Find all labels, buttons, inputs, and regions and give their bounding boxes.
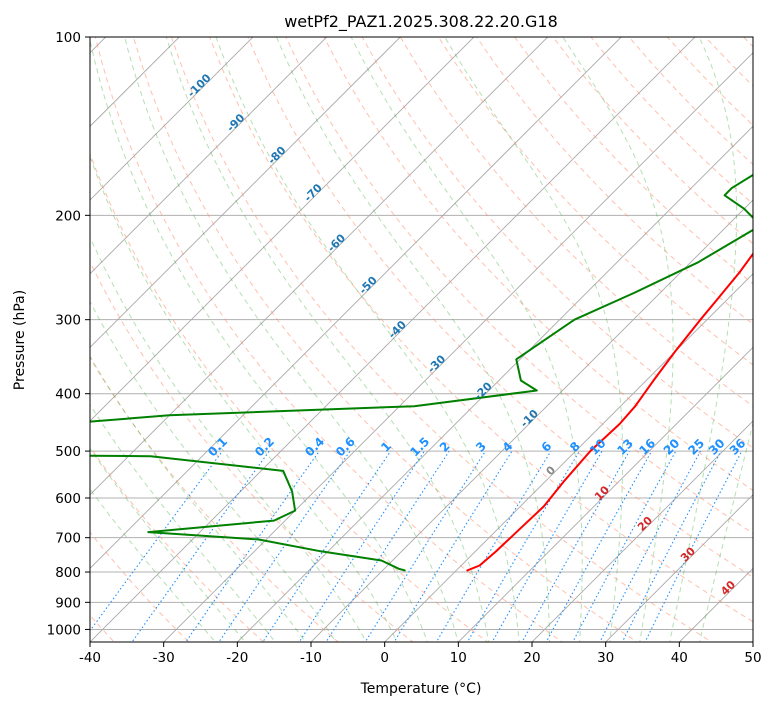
mixing-ratio-line xyxy=(298,450,425,642)
mixing-ratio-line xyxy=(131,450,270,642)
isotherm-line xyxy=(90,37,475,422)
y-tick-label: 100 xyxy=(55,30,81,46)
skewed-isotherms xyxy=(90,37,753,642)
moist-adiabat-line xyxy=(669,37,738,642)
mixing-ratio-line xyxy=(435,450,552,642)
x-tick-label: -30 xyxy=(153,650,175,666)
dry-adiabat-line xyxy=(247,37,753,578)
dry-adiabat-line xyxy=(285,37,753,535)
moist-adiabats xyxy=(90,37,753,642)
mixing-ratio-line xyxy=(491,450,603,642)
isotherm-line xyxy=(90,37,622,570)
mixing-ratio-line xyxy=(262,450,392,642)
profile-lines xyxy=(90,173,753,572)
dry-adiabat-line xyxy=(437,37,753,366)
dry-adiabat-line xyxy=(323,37,753,491)
moist-adiabat-line xyxy=(90,38,429,642)
x-tick-label: 10 xyxy=(450,650,467,666)
chart-title: wetPf2_PAZ1.2025.308.22.20.G18 xyxy=(284,12,558,32)
moist-adiabat-line xyxy=(276,37,550,642)
moist-adiabat-line xyxy=(165,37,490,642)
y-axis-label: Pressure (hPa) xyxy=(12,290,28,390)
y-tick-label: 300 xyxy=(55,313,81,329)
isotherm-line xyxy=(90,37,401,348)
isotherm-line xyxy=(90,37,549,496)
y-tick-label: 400 xyxy=(55,387,81,403)
dry-adiabat-line xyxy=(209,37,753,623)
y-tick-label: 500 xyxy=(55,444,81,460)
moist-adiabat-line xyxy=(90,488,216,642)
isotherm-line xyxy=(90,37,696,642)
dry-adiabat-line xyxy=(90,260,414,642)
y-tick-label: 600 xyxy=(55,491,81,507)
isotherm-line xyxy=(605,494,753,642)
moisture-profile-line xyxy=(90,173,753,572)
isotherm-line xyxy=(384,273,753,642)
y-tick-label: 800 xyxy=(55,565,81,581)
moist-adiabat-line xyxy=(90,154,398,642)
isotherm-line xyxy=(90,37,254,201)
isotherm-line xyxy=(90,37,328,275)
mixing-ratio-line xyxy=(325,450,450,642)
dry-adiabats xyxy=(90,37,753,642)
moist-adiabat-line xyxy=(562,37,674,642)
x-tick-label: 0 xyxy=(380,650,389,666)
dry-adiabat-line xyxy=(90,446,265,642)
isotherm-line xyxy=(236,125,753,642)
isotherm-line xyxy=(163,52,753,642)
moist-adiabat-line xyxy=(124,37,459,642)
isotherm-line xyxy=(531,420,753,642)
mixing-ratio-line xyxy=(218,450,351,642)
isotherm-line xyxy=(457,346,753,642)
x-tick-label: -40 xyxy=(79,650,101,666)
x-tick-label: 50 xyxy=(744,650,761,666)
dry-adiabat-line xyxy=(94,37,564,642)
dry-adiabat-line xyxy=(399,37,753,407)
moist-adiabat-line xyxy=(90,447,246,642)
x-tick-label: 40 xyxy=(671,650,688,666)
x-tick-label: -10 xyxy=(300,650,322,666)
y-tick-label: 200 xyxy=(55,208,81,224)
moist-adiabat-line xyxy=(444,37,624,642)
dry-adiabat-line xyxy=(171,37,713,642)
mixing-ratio-line xyxy=(545,450,653,642)
moist-adiabat-line xyxy=(90,403,276,642)
mixing-ratio-line xyxy=(572,450,677,642)
y-axis-ticks: 100 200 300 400 500 600 700 800 900 1000 xyxy=(47,30,90,638)
moist-adiabat-line xyxy=(90,235,367,642)
x-tick-label: 20 xyxy=(523,650,540,666)
y-tick-label: 900 xyxy=(55,595,81,611)
mixing-ratio-line xyxy=(364,450,486,642)
y-tick-label: 1000 xyxy=(47,622,81,638)
x-tick-label: -20 xyxy=(226,650,248,666)
moist-adiabat-line xyxy=(350,37,583,642)
plot-frame xyxy=(89,36,754,643)
y-tick-label: 700 xyxy=(55,531,81,547)
dry-adiabat-line xyxy=(90,356,339,642)
x-tick-label: 30 xyxy=(597,650,614,666)
dry-adiabat-line xyxy=(90,152,489,642)
dry-adiabat-line xyxy=(132,37,638,642)
mixing-ratio-line xyxy=(393,450,513,642)
isotherm-line xyxy=(310,199,753,642)
mixing-ratio-line xyxy=(599,450,701,642)
pressure-gridlines xyxy=(90,37,753,630)
x-axis-label: Temperature (°C) xyxy=(360,681,482,697)
temperature-profile-line xyxy=(466,252,753,572)
moist-adiabat-line xyxy=(90,355,307,642)
x-axis-ticks: -40 -30 -20 -10 0 10 20 30 40 50 xyxy=(79,642,762,666)
moist-adiabat-line xyxy=(215,37,520,642)
